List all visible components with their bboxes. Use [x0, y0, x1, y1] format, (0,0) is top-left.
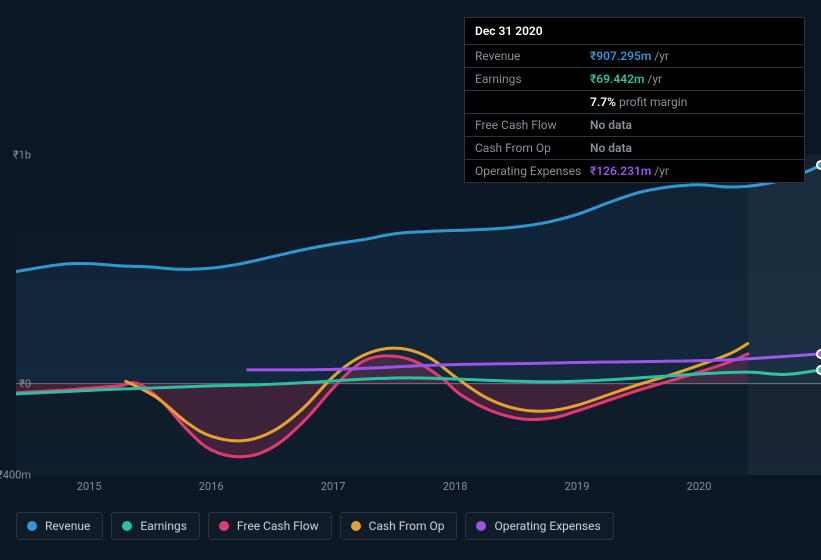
legend-dot-icon	[476, 521, 486, 531]
legend-dot-icon	[351, 521, 361, 531]
legend-item-cash_from_op[interactable]: Cash From Op	[340, 512, 458, 540]
series-end-dot-revenue	[816, 160, 821, 170]
x-tick-label: 2015	[77, 480, 102, 493]
legend-item-label: Cash From Op	[369, 519, 445, 533]
tooltip-row: Earnings₹69.442m /yr	[465, 68, 804, 91]
legend-item-free_cash_flow[interactable]: Free Cash Flow	[208, 512, 332, 540]
legend-item-revenue[interactable]: Revenue	[16, 512, 103, 540]
y-tick-label: ₹0	[0, 377, 31, 390]
financials-chart[interactable]: ₹1b₹0-₹400m	[16, 155, 821, 475]
x-tick-label: 2020	[687, 480, 712, 493]
tooltip-row-label: Cash From Op	[475, 141, 590, 155]
legend-dot-icon	[219, 521, 229, 531]
x-tick-label: 2019	[565, 480, 590, 493]
tooltip-row: Revenue₹907.295m /yr	[465, 45, 804, 68]
tooltip-row-label: Revenue	[475, 49, 590, 63]
tooltip-row-label	[475, 95, 590, 109]
tooltip-row-value: ₹69.442m /yr	[590, 72, 662, 86]
tooltip-row-label: Free Cash Flow	[475, 118, 590, 132]
tooltip-row-value: ₹907.295m /yr	[590, 49, 669, 63]
series-fill-revenue	[16, 165, 821, 383]
legend-item-label: Earnings	[140, 519, 187, 533]
tooltip-row: Cash From OpNo data	[465, 137, 804, 160]
y-tick-label: ₹1b	[0, 149, 31, 162]
legend-item-label: Revenue	[45, 519, 90, 533]
tooltip-row-value: 7.7% profit margin	[590, 95, 687, 109]
tooltip-row: Free Cash FlowNo data	[465, 114, 804, 137]
legend-item-operating_expenses[interactable]: Operating Expenses	[465, 512, 613, 540]
tooltip-row-label: Earnings	[475, 72, 590, 86]
tooltip-row-value: ₹126.231m /yr	[590, 164, 669, 178]
legend-dot-icon	[27, 521, 37, 531]
legend-item-label: Operating Expenses	[494, 519, 600, 533]
tooltip-row-value: No data	[590, 118, 632, 132]
tooltip-row: 7.7% profit margin	[465, 91, 804, 114]
chart-legend: Revenue Earnings Free Cash Flow Cash From O…	[16, 512, 614, 540]
x-axis: 2015 2016 2017 2018 2019 2020	[16, 480, 821, 496]
legend-dot-icon	[122, 521, 132, 531]
x-tick-label: 2017	[321, 480, 346, 493]
x-tick-label: 2016	[199, 480, 224, 493]
series-end-dot-operating_expenses	[816, 349, 821, 359]
chart-svg	[16, 155, 821, 475]
series-end-dot-earnings	[816, 365, 821, 375]
tooltip-date: Dec 31 2020	[465, 18, 804, 45]
legend-item-earnings[interactable]: Earnings	[111, 512, 200, 540]
tooltip-row: Operating Expenses₹126.231m /yr	[465, 160, 804, 182]
legend-item-label: Free Cash Flow	[237, 519, 319, 533]
tooltip-row-value: No data	[590, 141, 632, 155]
tooltip-row-label: Operating Expenses	[475, 164, 590, 178]
x-tick-label: 2018	[443, 480, 468, 493]
chart-tooltip: Dec 31 2020 Revenue₹907.295m /yrEarnings…	[464, 17, 805, 183]
